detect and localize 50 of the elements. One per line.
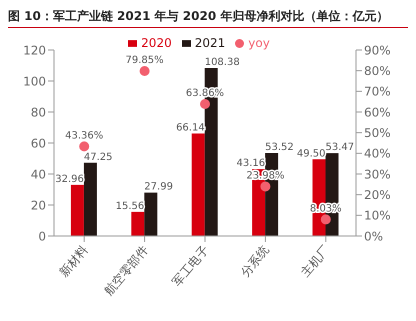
chart-title: 图 10：军工产业链 2021 年与 2020 年归母净利对比（单位：亿元）: [8, 8, 408, 28]
x-tick-label: 主机厂: [298, 242, 332, 280]
y2-tick-label: 40%: [364, 146, 391, 161]
data-label: 53.47: [326, 142, 354, 154]
x-tick-label: 新材料: [56, 242, 90, 280]
y2-tick-label: 90%: [364, 43, 391, 58]
data-label: 43.16: [236, 158, 266, 170]
bar: [144, 192, 158, 236]
data-label: 53.52: [265, 142, 294, 154]
y2-tick-label: 30%: [364, 167, 391, 182]
data-label: 43.36%: [65, 130, 104, 142]
bar: [84, 162, 97, 236]
data-label: 47.25: [84, 152, 113, 163]
bar: [192, 133, 205, 236]
y-tick-label: 100: [23, 74, 46, 88]
y2-tick-label: 80%: [364, 64, 391, 78]
y2-tick-label: 10%: [364, 208, 391, 223]
bar: [131, 212, 144, 236]
y-tick-label: 20: [30, 198, 46, 212]
point: [79, 141, 90, 152]
x-tick-label: 航空零部件: [102, 242, 151, 298]
legend-label: yoy: [248, 36, 270, 50]
data-label: 108.38: [204, 57, 240, 68]
y-tick-label: 40: [30, 167, 46, 182]
y2-tick-label: 20%: [364, 188, 391, 202]
y-tick-label: 0: [38, 229, 46, 244]
y2-tick-label: 70%: [364, 84, 391, 99]
legend-label: 2021: [194, 36, 226, 50]
point: [140, 66, 150, 76]
y-tick-label: 80: [30, 105, 46, 120]
data-label: 49.50: [296, 148, 326, 160]
y-tick-label: 120: [23, 43, 46, 58]
data-label: 27.99: [144, 182, 173, 193]
legend-label: 2020: [141, 36, 172, 50]
data-label: 23.98%: [246, 170, 284, 182]
data-label: 15.56: [116, 200, 144, 212]
data-label: 66.14: [176, 122, 205, 134]
data-label: 32.96: [55, 174, 84, 185]
data-label: 8.03%: [310, 203, 342, 214]
y2-tick-label: 60%: [364, 105, 391, 120]
data-label: 79.85%: [126, 54, 164, 66]
y2-tick-label: 50%: [364, 126, 391, 140]
point: [320, 214, 331, 224]
y-tick-label: 60: [30, 136, 46, 150]
bar: [70, 184, 84, 236]
y2-tick-label: 0%: [364, 229, 384, 244]
point: [200, 99, 210, 110]
x-tick-label: 军工电子: [170, 242, 212, 289]
point: [260, 181, 270, 192]
x-tick-label: 分系统: [238, 242, 272, 280]
